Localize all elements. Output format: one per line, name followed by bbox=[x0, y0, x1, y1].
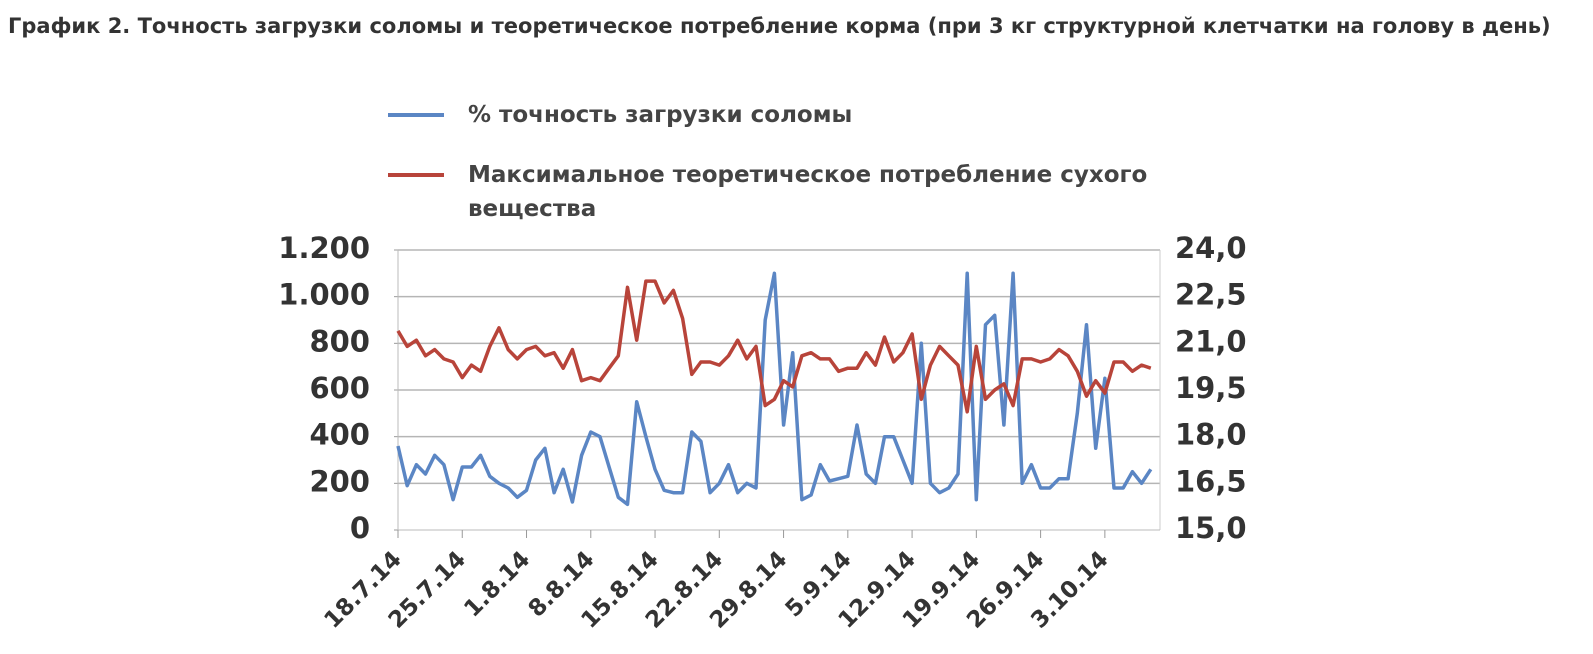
legend-item: % точность загрузки соломы bbox=[388, 98, 1148, 132]
y-tick-label: 400 bbox=[309, 418, 370, 452]
x-tick-label: 1.8.14 bbox=[459, 546, 535, 622]
y2-tick-label: 18,0 bbox=[1175, 418, 1247, 452]
y2-tick-label: 19,5 bbox=[1175, 371, 1247, 405]
y-tick-label: 600 bbox=[309, 371, 370, 405]
y2-tick-label: 24,0 bbox=[1175, 231, 1247, 265]
y2-tick-label: 22,5 bbox=[1175, 278, 1247, 312]
data-line bbox=[396, 271, 1153, 507]
data-line bbox=[396, 279, 1152, 414]
y-tick-label: 1.200 bbox=[278, 231, 370, 265]
legend-item: Максимальное теоретическое потребление с… bbox=[388, 158, 1148, 226]
legend-swatch bbox=[388, 113, 444, 117]
legend-label: Максимальное теоретическое потребление с… bbox=[468, 162, 1148, 222]
y-tick-label: 1.000 bbox=[278, 278, 370, 312]
y-tick-label: 200 bbox=[309, 464, 370, 498]
chart-title: График 2. Точность загрузки соломы и тео… bbox=[8, 14, 1551, 38]
y2-tick-label: 15,0 bbox=[1175, 511, 1247, 545]
legend-swatch bbox=[388, 173, 444, 177]
y2-tick-label: 21,0 bbox=[1175, 324, 1247, 358]
legend-label: % точность загрузки соломы bbox=[468, 102, 853, 128]
y2-tick-label: 16,5 bbox=[1175, 464, 1247, 498]
y-tick-label: 0 bbox=[350, 511, 370, 545]
y-tick-label: 800 bbox=[309, 324, 370, 358]
